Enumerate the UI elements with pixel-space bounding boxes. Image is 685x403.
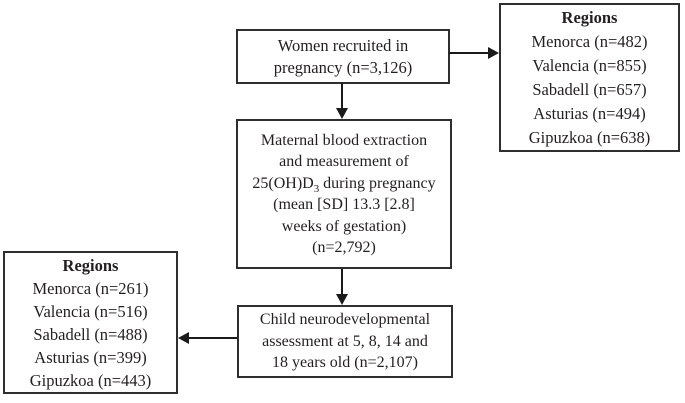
- arrow-down-icon: [336, 294, 348, 305]
- arrow-left-icon: [178, 332, 189, 344]
- arrow-down-icon: [336, 108, 348, 119]
- arrow-right-icon: [488, 47, 499, 59]
- vitamin-d-label: 25(OH)D: [252, 174, 314, 192]
- region-count: Gipuzkoa (n=638): [528, 127, 651, 147]
- box-text-line: assessment at 5, 8, 14 and: [262, 332, 428, 350]
- region-count: Sabadell (n=488): [33, 324, 148, 344]
- vitamin-d-label-rest: during pregnancy: [319, 174, 436, 192]
- box-text-line: weeks of gestation): [281, 217, 407, 235]
- region-count: Asturias (n=399): [34, 347, 147, 367]
- region-count: Asturias (n=494): [533, 103, 646, 123]
- region-count: Menorca (n=482): [531, 31, 648, 51]
- box-text-line: Women recruited in: [277, 35, 409, 55]
- box-text-line: pregnancy (n=3,126): [273, 57, 413, 77]
- arrow-blood-to-assessment-shaft: [341, 269, 343, 295]
- arrow-recruited-to-blood-shaft: [341, 83, 343, 109]
- region-count: Gipuzkoa (n=443): [29, 370, 152, 390]
- box-child-assessment: Child neurodevelopmental assessment at 5…: [237, 305, 453, 378]
- arrow-assessment-to-regions-shaft: [188, 337, 237, 339]
- region-count: Menorca (n=261): [32, 278, 149, 298]
- box-text-line: (mean [SD] 13.3 [2.8]: [273, 196, 415, 213]
- box-regions-recruited: Regions Menorca (n=482) Valencia (n=855)…: [499, 3, 680, 152]
- box-text-line: and measurement of: [279, 153, 409, 170]
- box-text-line: 18 years old (n=2,107): [272, 354, 418, 372]
- arrow-recruited-to-regions-shaft: [449, 52, 489, 54]
- box-regions-assessed: Regions Menorca (n=261) Valencia (n=516)…: [3, 251, 178, 394]
- regions-title: Regions: [561, 7, 618, 27]
- box-text-line: Child neurodevelopmental: [259, 311, 431, 329]
- box-text-line: 25(OH)D3 during pregnancy: [252, 173, 435, 195]
- box-text-line: (n=2,792): [312, 239, 376, 256]
- region-count: Valencia (n=516): [33, 301, 148, 321]
- box-women-recruited: Women recruited in pregnancy (n=3,126): [236, 29, 450, 84]
- regions-title: Regions: [62, 255, 119, 275]
- region-count: Sabadell (n=657): [532, 79, 647, 99]
- box-maternal-blood: Maternal blood extraction and measuremen…: [236, 119, 452, 269]
- region-count: Valencia (n=855): [532, 55, 647, 75]
- vitamin-d-subscript: 3: [313, 182, 320, 195]
- box-text-line: Maternal blood extraction: [260, 131, 428, 149]
